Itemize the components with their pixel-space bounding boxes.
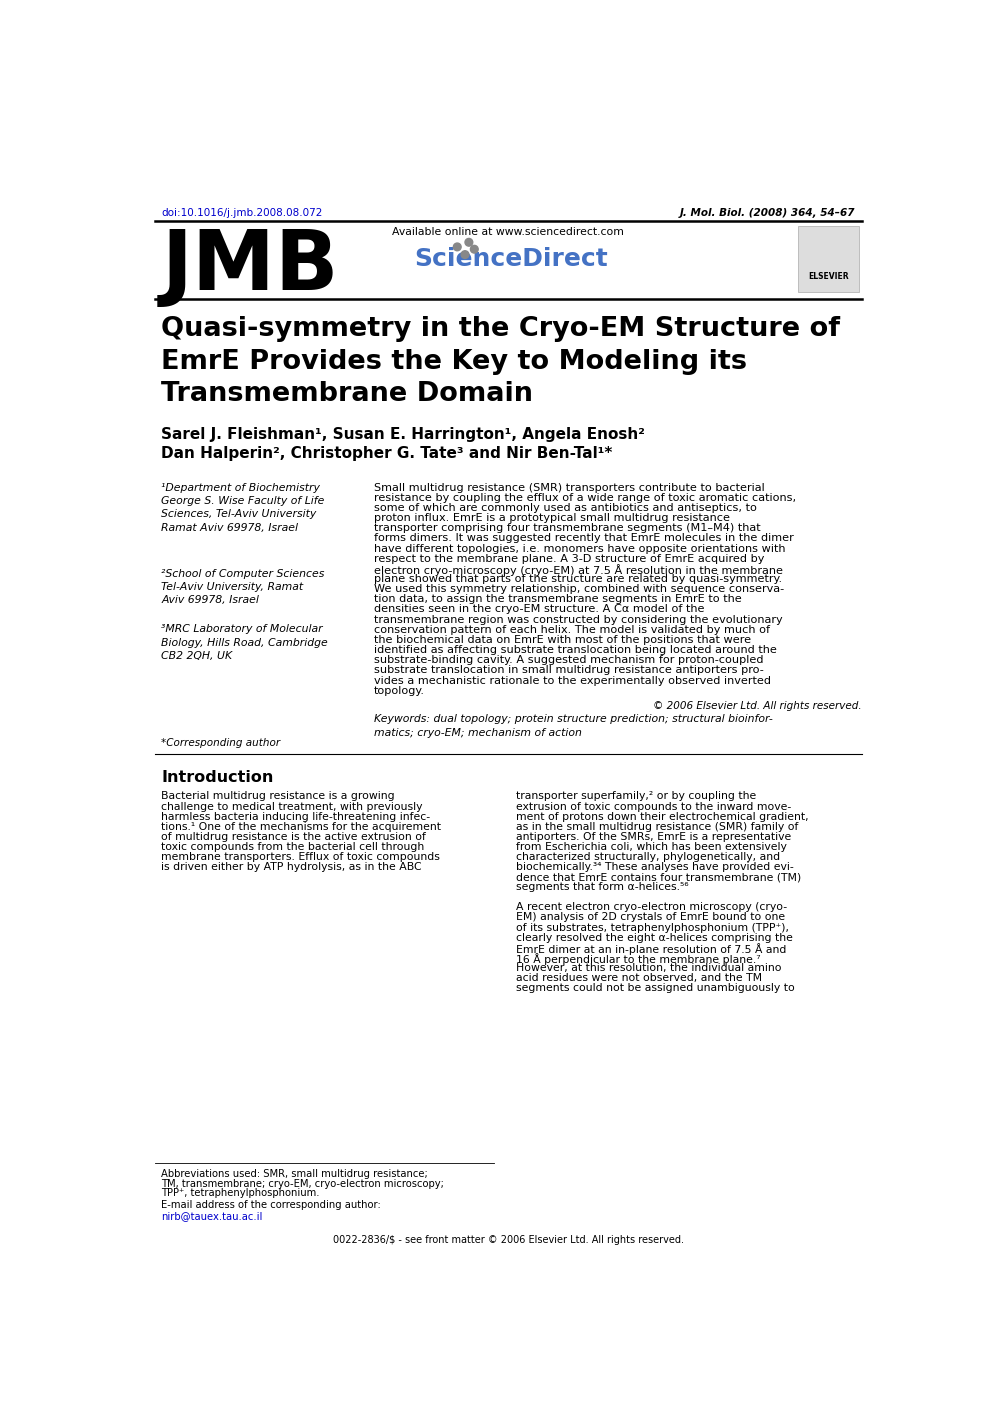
Text: the biochemical data on EmrE with most of the positions that were: the biochemical data on EmrE with most o… xyxy=(374,636,751,645)
Text: characterized structurally, phylogenetically, and: characterized structurally, phylogenetic… xyxy=(516,852,781,861)
Text: ¹Department of Biochemistry
George S. Wise Faculty of Life
Sciences, Tel-Aviv Un: ¹Department of Biochemistry George S. Wi… xyxy=(161,483,324,533)
Text: EM) analysis of 2D crystals of EmrE bound to one: EM) analysis of 2D crystals of EmrE boun… xyxy=(516,912,786,923)
Text: segments could not be assigned unambiguously to: segments could not be assigned unambiguo… xyxy=(516,984,795,993)
Text: Quasi-symmetry in the Cryo-EM Structure of
EmrE Provides the Key to Modeling its: Quasi-symmetry in the Cryo-EM Structure … xyxy=(161,316,840,407)
Text: E-mail address of the corresponding author:: E-mail address of the corresponding auth… xyxy=(161,1200,381,1211)
Text: substrate translocation in small multidrug resistance antiporters pro-: substrate translocation in small multidr… xyxy=(374,665,763,675)
Text: TPP⁺, tetraphenylphosphonium.: TPP⁺, tetraphenylphosphonium. xyxy=(161,1188,319,1198)
Text: identified as affecting substrate translocation being located around the: identified as affecting substrate transl… xyxy=(374,645,777,655)
Text: vides a mechanistic rationale to the experimentally observed inverted: vides a mechanistic rationale to the exp… xyxy=(374,676,771,686)
Text: biochemically.³⁴ These analyses have provided evi-: biochemically.³⁴ These analyses have pro… xyxy=(516,861,794,873)
Text: respect to the membrane plane. A 3-D structure of EmrE acquired by: respect to the membrane plane. A 3-D str… xyxy=(374,554,764,564)
Text: ScienceDirect: ScienceDirect xyxy=(415,247,608,271)
Text: ²School of Computer Sciences
Tel-Aviv University, Ramat
Aviv 69978, Israel: ²School of Computer Sciences Tel-Aviv Un… xyxy=(161,568,324,606)
Text: is driven either by ATP hydrolysis, as in the ABC: is driven either by ATP hydrolysis, as i… xyxy=(161,861,422,873)
Text: © 2006 Elsevier Ltd. All rights reserved.: © 2006 Elsevier Ltd. All rights reserved… xyxy=(653,700,862,710)
Text: substrate-binding cavity. A suggested mechanism for proton-coupled: substrate-binding cavity. A suggested me… xyxy=(374,655,763,665)
Text: Available online at www.sciencedirect.com: Available online at www.sciencedirect.co… xyxy=(393,227,624,237)
Text: clearly resolved the eight α-helices comprising the: clearly resolved the eight α-helices com… xyxy=(516,933,793,943)
Text: Dan Halperin², Christopher G. Tate³ and Nir Ben-Tal¹*: Dan Halperin², Christopher G. Tate³ and … xyxy=(161,446,613,460)
Text: Keywords: dual topology; protein structure prediction; structural bioinfor-
mati: Keywords: dual topology; protein structu… xyxy=(374,714,773,738)
Text: ELSEVIER: ELSEVIER xyxy=(808,272,849,281)
Text: of its substrates, tetraphenylphosphonium (TPP⁺),: of its substrates, tetraphenylphosphoniu… xyxy=(516,923,790,933)
Text: 16 Å perpendicular to the membrane plane.⁷: 16 Å perpendicular to the membrane plane… xyxy=(516,953,761,965)
Text: dence that EmrE contains four transmembrane (TM): dence that EmrE contains four transmembr… xyxy=(516,873,802,882)
Circle shape xyxy=(461,251,469,258)
Text: A recent electron cryo-electron microscopy (cryo-: A recent electron cryo-electron microsco… xyxy=(516,902,788,912)
Text: doi:10.1016/j.jmb.2008.08.072: doi:10.1016/j.jmb.2008.08.072 xyxy=(161,209,322,219)
Text: tions.¹ One of the mechanisms for the acquirement: tions.¹ One of the mechanisms for the ac… xyxy=(161,822,441,832)
Text: tion data, to assign the transmembrane segments in EmrE to the: tion data, to assign the transmembrane s… xyxy=(374,595,741,605)
Text: as in the small multidrug resistance (SMR) family of: as in the small multidrug resistance (SM… xyxy=(516,822,799,832)
Text: nirb@tauex.tau.ac.il: nirb@tauex.tau.ac.il xyxy=(161,1211,263,1221)
Text: transporter comprising four transmembrane segments (M1–M4) that: transporter comprising four transmembran… xyxy=(374,523,760,533)
Text: TM, transmembrane; cryo-EM, cryo-electron microscopy;: TM, transmembrane; cryo-EM, cryo-electro… xyxy=(161,1179,444,1188)
Text: ³MRC Laboratory of Molecular
Biology, Hills Road, Cambridge
CB2 2QH, UK: ³MRC Laboratory of Molecular Biology, Hi… xyxy=(161,624,328,661)
Text: Bacterial multidrug resistance is a growing: Bacterial multidrug resistance is a grow… xyxy=(161,791,395,801)
Text: extrusion of toxic compounds to the inward move-: extrusion of toxic compounds to the inwa… xyxy=(516,801,792,811)
Text: plane showed that parts of the structure are related by quasi-symmetry.: plane showed that parts of the structure… xyxy=(374,574,782,584)
FancyBboxPatch shape xyxy=(799,226,859,292)
Text: proton influx. EmrE is a prototypical small multidrug resistance: proton influx. EmrE is a prototypical sm… xyxy=(374,513,729,523)
Text: challenge to medical treatment, with previously: challenge to medical treatment, with pre… xyxy=(161,801,423,811)
Circle shape xyxy=(453,243,461,251)
Text: conservation pattern of each helix. The model is validated by much of: conservation pattern of each helix. The … xyxy=(374,624,770,634)
Text: of multidrug resistance is the active extrusion of: of multidrug resistance is the active ex… xyxy=(161,832,427,842)
Text: JMB: JMB xyxy=(161,226,338,307)
Text: Small multidrug resistance (SMR) transporters contribute to bacterial: Small multidrug resistance (SMR) transpo… xyxy=(374,483,764,492)
Text: *Corresponding author: *Corresponding author xyxy=(161,738,281,748)
Text: topology.: topology. xyxy=(374,686,425,696)
Text: However, at this resolution, the individual amino: However, at this resolution, the individ… xyxy=(516,962,782,972)
Text: segments that form α-helices.⁵⁶: segments that form α-helices.⁵⁶ xyxy=(516,882,688,892)
Text: 0022-2836/$ - see front matter © 2006 Elsevier Ltd. All rights reserved.: 0022-2836/$ - see front matter © 2006 El… xyxy=(333,1235,683,1244)
Text: J. Mol. Biol. (2008) 364, 54–67: J. Mol. Biol. (2008) 364, 54–67 xyxy=(681,209,855,219)
Text: acid residues were not observed, and the TM: acid residues were not observed, and the… xyxy=(516,974,762,984)
Text: electron cryo-microscopy (cryo-EM) at 7.5 Å resolution in the membrane: electron cryo-microscopy (cryo-EM) at 7.… xyxy=(374,564,783,575)
Text: Sarel J. Fleishman¹, Susan E. Harrington¹, Angela Enosh²: Sarel J. Fleishman¹, Susan E. Harrington… xyxy=(161,427,645,442)
Text: Abbreviations used: SMR, small multidrug resistance;: Abbreviations used: SMR, small multidrug… xyxy=(161,1169,428,1180)
Text: some of which are commonly used as antibiotics and antiseptics, to: some of which are commonly used as antib… xyxy=(374,502,757,513)
Text: Introduction: Introduction xyxy=(161,770,274,784)
Text: toxic compounds from the bacterial cell through: toxic compounds from the bacterial cell … xyxy=(161,842,425,852)
Text: We used this symmetry relationship, combined with sequence conserva-: We used this symmetry relationship, comb… xyxy=(374,584,784,593)
Text: antiporters. Of the SMRs, EmrE is a representative: antiporters. Of the SMRs, EmrE is a repr… xyxy=(516,832,792,842)
Text: transmembrane region was constructed by considering the evolutionary: transmembrane region was constructed by … xyxy=(374,615,782,624)
Text: densities seen in the cryo-EM structure. A Cα model of the: densities seen in the cryo-EM structure.… xyxy=(374,605,704,615)
Text: EmrE dimer at an in-plane resolution of 7.5 Å and: EmrE dimer at an in-plane resolution of … xyxy=(516,943,787,954)
Text: have different topologies, i.e. monomers have opposite orientations with: have different topologies, i.e. monomers… xyxy=(374,543,785,554)
Circle shape xyxy=(470,246,478,253)
Text: from Escherichia coli, which has been extensively: from Escherichia coli, which has been ex… xyxy=(516,842,787,852)
Text: forms dimers. It was suggested recently that EmrE molecules in the dimer: forms dimers. It was suggested recently … xyxy=(374,533,794,543)
Text: ment of protons down their electrochemical gradient,: ment of protons down their electrochemic… xyxy=(516,811,808,822)
Text: resistance by coupling the efflux of a wide range of toxic aromatic cations,: resistance by coupling the efflux of a w… xyxy=(374,492,796,502)
Text: harmless bacteria inducing life-threatening infec-: harmless bacteria inducing life-threaten… xyxy=(161,811,431,822)
Text: transporter superfamily,² or by coupling the: transporter superfamily,² or by coupling… xyxy=(516,791,757,801)
Text: membrane transporters. Efflux of toxic compounds: membrane transporters. Efflux of toxic c… xyxy=(161,852,440,861)
Circle shape xyxy=(465,239,473,246)
